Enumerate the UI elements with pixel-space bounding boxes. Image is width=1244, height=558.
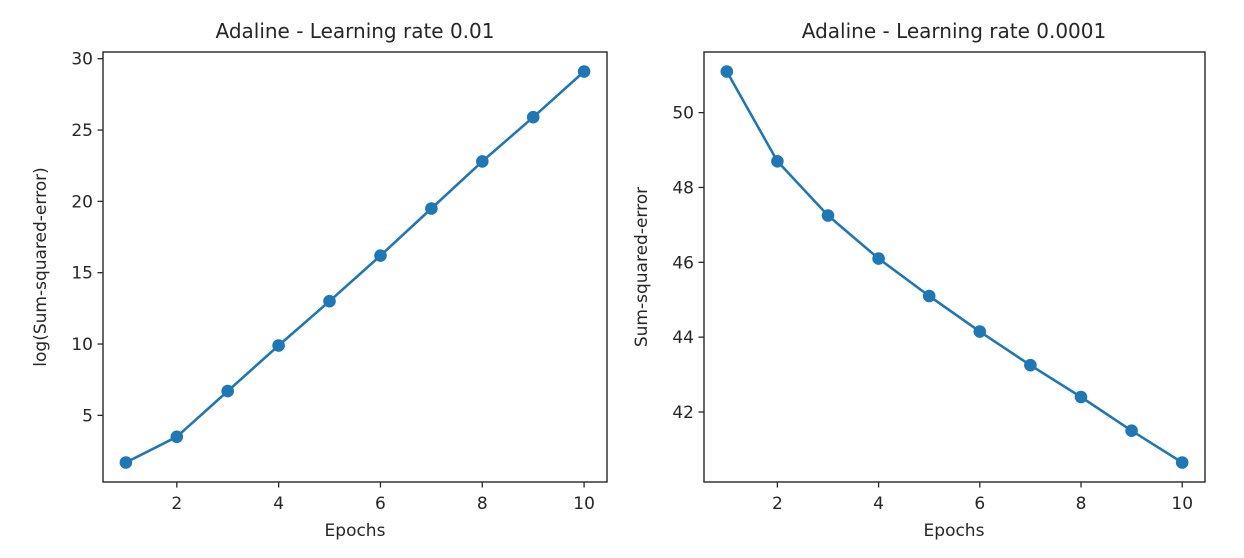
data-point (821, 209, 835, 222)
plot-border (102, 51, 608, 483)
data-point (170, 430, 184, 444)
chart-title: Adaline - Learning rate 0.01 (215, 19, 494, 43)
data-point (1125, 424, 1138, 438)
x-tick-label: 8 (1076, 494, 1087, 514)
x-tick-label: 10 (1171, 494, 1193, 514)
data-point (872, 252, 885, 265)
data-point (476, 155, 489, 168)
y-tick-label: 48 (672, 178, 694, 198)
chart-title: Adaline - Learning rate 0.0001 (802, 19, 1106, 43)
y-axis-label: log(Sum-squared-error) (31, 167, 51, 366)
chart-left-learning-rate-0.01: Adaline - Learning rate 0.01 Epochs log(… (31, 19, 608, 541)
y-tick-label: 30 (71, 50, 93, 70)
data-point (1024, 358, 1037, 372)
y-tick-label: 42 (672, 403, 694, 423)
y-axis-ticks: 42 44 46 48 50 (672, 104, 704, 423)
x-axis-ticks: 2 4 6 8 10 (772, 482, 1193, 514)
data-point (771, 155, 784, 168)
data-point (973, 325, 987, 338)
data-point (374, 249, 387, 262)
data-point (272, 339, 285, 352)
data-point (1074, 390, 1088, 404)
x-tick-label: 2 (772, 494, 783, 514)
y-axis-ticks: 5 10 15 20 25 30 (71, 50, 103, 426)
data-point (425, 202, 438, 215)
chart-right-learning-rate-0.0001: Adaline - Learning rate 0.0001 Epochs Su… (632, 19, 1206, 541)
y-tick-label: 50 (672, 104, 694, 124)
x-axis-label: Epochs (325, 521, 386, 541)
x-tick-label: 4 (273, 494, 284, 514)
data-point (221, 384, 234, 398)
plot-border (703, 51, 1206, 483)
x-tick-label: 4 (873, 494, 884, 514)
data-point (720, 65, 734, 78)
data-point (526, 110, 540, 124)
series-line (725, 70, 1184, 464)
series-markers (119, 65, 591, 469)
plot-area: 2 4 6 8 10 5 10 15 20 25 30 (71, 50, 608, 514)
data-point (1175, 456, 1189, 469)
series-line (124, 70, 586, 464)
x-axis-ticks: 2 4 6 8 10 (171, 482, 595, 514)
x-tick-label: 6 (375, 494, 386, 514)
data-point (323, 294, 336, 308)
data-point (119, 456, 133, 469)
x-tick-label: 8 (477, 494, 488, 514)
y-axis-label: Sum-squared-error (632, 187, 652, 347)
series-markers (720, 65, 1189, 469)
x-tick-label: 10 (573, 494, 595, 514)
x-tick-label: 2 (171, 494, 182, 514)
y-tick-label: 10 (71, 335, 93, 355)
x-axis-label: Epochs (924, 521, 985, 541)
y-tick-label: 46 (672, 253, 694, 273)
y-tick-label: 20 (71, 192, 93, 212)
x-tick-label: 6 (974, 494, 985, 514)
data-point (922, 289, 936, 303)
y-tick-label: 44 (672, 328, 694, 348)
y-tick-label: 5 (82, 406, 93, 426)
data-point (577, 65, 591, 78)
y-tick-label: 25 (71, 121, 93, 141)
y-tick-label: 15 (71, 264, 93, 284)
